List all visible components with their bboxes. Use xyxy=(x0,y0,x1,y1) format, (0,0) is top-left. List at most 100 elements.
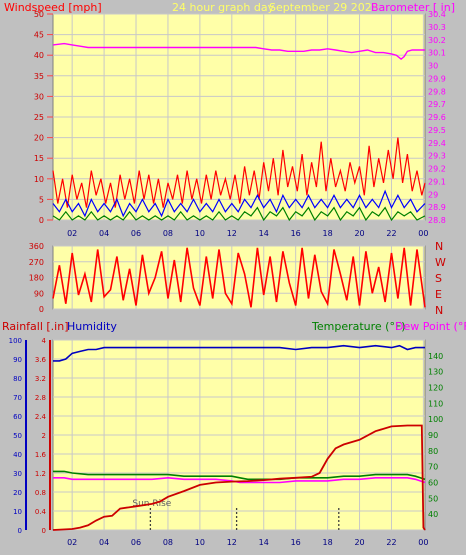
temperature-tick-label: 70 xyxy=(428,463,438,472)
barometer-tick-label: 29.7 xyxy=(428,100,446,109)
humidity-tick-label: 30 xyxy=(13,470,22,478)
barometer-tick-label: 29.4 xyxy=(428,139,446,148)
temperature-axis-label: Temperature (°F) xyxy=(311,320,406,333)
barometer-tick-label: 30 xyxy=(428,62,438,71)
rain-x-tick-label: 22 xyxy=(386,538,396,547)
rain-plot-axes: 0 10 20 30 40 50 60 70 80 90 10 00 0.4 0.8 1.2 1.6 2 2.4 2… xyxy=(9,337,444,547)
temperature-tick-label: 130 xyxy=(428,368,443,377)
rain-tick-label: 3.2 xyxy=(35,375,46,383)
rainfall-axis-label: Rainfall [.in] xyxy=(2,320,69,333)
wind-x-tick-label: 20 xyxy=(354,229,364,238)
temperature-tick-label: 140 xyxy=(428,352,443,361)
direction-plot-grid xyxy=(53,245,425,310)
barometer-tick-label: 29.9 xyxy=(428,74,446,83)
temperature-tick-label: 40 xyxy=(428,510,438,519)
barometer-tick-label: 30.1 xyxy=(428,49,446,58)
temperature-tick-label: 80 xyxy=(428,447,438,456)
rain-tick-label: 2.4 xyxy=(35,413,47,421)
wind-tick-label: 0 xyxy=(39,216,44,225)
wind-x-tick-label: 04 xyxy=(99,229,109,238)
rain-x-tick-label: 00 xyxy=(418,538,428,547)
direction-tick-label: 90 xyxy=(34,289,44,298)
barometer-tick-label: 30.2 xyxy=(428,36,446,45)
barometer-tick-label: 30.4 xyxy=(428,10,446,19)
wind-tick-label: 35 xyxy=(34,72,44,81)
humidity-tick-label: 80 xyxy=(13,375,22,383)
direction-tick-label: 180 xyxy=(29,274,44,283)
rain-plot-grid xyxy=(53,339,425,531)
humidity-tick-label: 70 xyxy=(13,394,22,402)
rain-x-tick-label: 20 xyxy=(354,538,364,547)
barometer-tick-label: 29.8 xyxy=(428,87,446,96)
direction-tick-label: 0 xyxy=(39,305,44,314)
humidity-tick-label: 50 xyxy=(13,432,22,440)
series-line-wind_low xyxy=(52,206,426,222)
barometer-tick-label: 28.9 xyxy=(428,203,446,212)
direction-plot-series xyxy=(52,247,426,308)
wind-tick-label: 45 xyxy=(34,31,44,40)
wind-x-tick-label: 14 xyxy=(259,229,269,238)
rain-tick-label: 1.2 xyxy=(35,470,46,478)
wind-tick-label: 50 xyxy=(34,10,44,19)
direction-tick-label: 270 xyxy=(29,258,44,267)
wind-tick-label: 25 xyxy=(34,113,44,122)
wind-tick-label: 40 xyxy=(34,51,44,60)
rain-x-tick-label: 16 xyxy=(291,538,301,547)
rain-x-tick-label: 10 xyxy=(195,538,205,547)
series-line-direction xyxy=(52,247,426,308)
wind-x-tick-label: 12 xyxy=(227,229,237,238)
barometer-tick-label: 29 xyxy=(428,190,438,199)
wind-x-tick-label: 22 xyxy=(386,229,396,238)
rain-tick-label: 0 xyxy=(42,527,46,535)
rain-x-tick-label: 08 xyxy=(163,538,173,547)
wind-plot-grid xyxy=(53,13,425,221)
rain-x-tick-label: 14 xyxy=(259,538,269,547)
rain-tick-label: 1.6 xyxy=(35,451,47,459)
dewpoint-axis-label: Dew Point (°F) xyxy=(395,320,466,333)
rain-x-tick-label: 04 xyxy=(99,538,109,547)
series-line-humidity xyxy=(53,344,425,362)
series-line-wind_gust xyxy=(52,137,426,208)
wind-plot-series xyxy=(52,42,426,222)
temperature-tick-label: 60 xyxy=(428,479,438,488)
wind-x-tick-label: 08 xyxy=(163,229,173,238)
barometer-tick-label: 29.1 xyxy=(428,177,446,186)
rain-tick-label: 3.6 xyxy=(35,356,47,364)
series-line-wind_avg xyxy=(52,189,426,218)
wind-tick-label: 15 xyxy=(34,154,44,163)
rain-x-tick-label: 02 xyxy=(67,538,77,547)
rain-x-tick-label: 18 xyxy=(323,538,333,547)
barometer-tick-label: 28.8 xyxy=(428,216,446,225)
series-line-barometer xyxy=(52,42,425,61)
wind-x-tick-label: 16 xyxy=(291,229,301,238)
wind-tick-label: 5 xyxy=(39,195,44,204)
compass-label: S xyxy=(435,272,442,285)
wind-x-tick-label: 02 xyxy=(67,229,77,238)
wind-x-tick-label: 06 xyxy=(131,229,141,238)
wind-plot-axes: 0 5 10 15 20 25 30 35 40 45 50 02 04 06 08 10 12 14 16 18 20… xyxy=(34,10,446,238)
compass-label: W xyxy=(435,256,446,269)
wind-x-tick-label: 18 xyxy=(323,229,333,238)
rain-tick-label: 0.4 xyxy=(35,508,47,516)
series-line-rainfall xyxy=(52,424,426,531)
temperature-tick-label: 90 xyxy=(428,431,438,440)
wind-tick-label: 20 xyxy=(34,134,44,143)
humidity-tick-label: 40 xyxy=(13,451,22,459)
temperature-tick-label: 120 xyxy=(428,384,443,393)
wind-tick-label: 30 xyxy=(34,92,44,101)
humidity-tick-label: 10 xyxy=(13,508,22,516)
wind-x-tick-label: 00 xyxy=(418,229,428,238)
barometer-tick-label: 30.3 xyxy=(428,23,446,32)
windspeed-axis-label: Windspeed [mph] xyxy=(4,1,102,14)
barometer-tick-label: 29.3 xyxy=(428,152,446,161)
series-line-dewpoint xyxy=(53,476,426,484)
temperature-tick-label: 100 xyxy=(428,415,443,424)
rain-plot-series xyxy=(52,344,426,531)
rain-tick-label: 2 xyxy=(42,432,46,440)
humidity-tick-label: 60 xyxy=(13,413,22,421)
humidity-tick-label: 20 xyxy=(13,489,22,497)
barometer-tick-label: 29.2 xyxy=(428,165,446,174)
rain-tick-label: 0.8 xyxy=(35,489,46,497)
